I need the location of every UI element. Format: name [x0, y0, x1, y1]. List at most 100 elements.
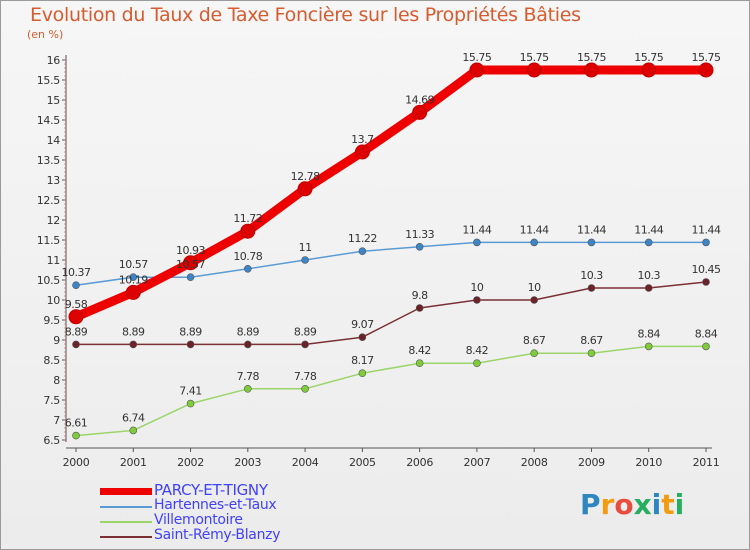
data-point — [68, 309, 84, 325]
y-tick-label: 12 — [47, 214, 60, 227]
data-label: 11.44 — [634, 223, 663, 236]
y-tick-label: 13.5 — [37, 154, 61, 167]
logo-letter: r — [600, 488, 615, 521]
data-point — [186, 399, 195, 408]
data-point — [125, 284, 141, 300]
data-label: 8.89 — [294, 325, 317, 338]
legend-swatch — [100, 488, 152, 495]
data-label: 7.41 — [179, 385, 202, 398]
legend-label: Villemontoire — [154, 512, 243, 528]
x-tick-label: 2008 — [521, 456, 548, 469]
y-tick-label: 11.5 — [37, 234, 61, 247]
data-label: 11.44 — [577, 223, 606, 236]
data-label: 8.84 — [637, 327, 660, 340]
data-label: 15.75 — [520, 51, 549, 64]
data-label: 8.89 — [179, 325, 202, 338]
data-point — [644, 342, 653, 351]
data-label: 8.67 — [523, 334, 546, 347]
data-point — [244, 264, 252, 273]
x-tick-label: 2005 — [349, 456, 376, 469]
legend-swatch — [100, 521, 152, 523]
logo-letter: i — [674, 488, 685, 521]
data-label: 15.75 — [634, 51, 663, 64]
data-point — [72, 281, 80, 290]
data-point — [587, 284, 596, 292]
data-point — [473, 296, 481, 304]
y-tick-label: 7.5 — [43, 394, 60, 407]
y-tick-label: 16 — [47, 54, 61, 67]
series-line — [75, 241, 707, 286]
y-tick-label: 9 — [53, 334, 60, 347]
data-point — [412, 104, 428, 120]
y-tick-label: 10.5 — [37, 274, 61, 287]
x-tick-label: 2000 — [63, 456, 90, 469]
data-label: 9.07 — [351, 318, 374, 331]
data-label: 10.93 — [176, 244, 205, 257]
data-point — [526, 62, 542, 78]
data-label: 11 — [299, 241, 312, 254]
data-point — [129, 426, 138, 435]
data-label: 15.75 — [462, 51, 491, 64]
data-label: 9.8 — [412, 289, 428, 302]
data-point — [415, 359, 424, 368]
data-point — [530, 238, 538, 247]
y-tick-label: 14 — [47, 134, 61, 147]
data-point — [129, 273, 138, 282]
y-tick-label: 13 — [47, 174, 61, 187]
logo-letter: P — [580, 488, 601, 521]
data-label: 10 — [528, 281, 541, 294]
data-label: 10.45 — [692, 263, 721, 276]
x-tick-label: 2004 — [292, 456, 319, 469]
data-point — [583, 62, 599, 78]
data-label: 10 — [470, 281, 483, 294]
data-point — [641, 62, 657, 78]
y-tick-label: 15.5 — [37, 74, 61, 87]
data-label: 10.37 — [62, 266, 91, 279]
legend-swatch — [100, 506, 152, 508]
series-line — [75, 281, 707, 346]
legend: PARCY-ET-TIGNY Hartennes-et-Taux Villemo… — [100, 481, 360, 544]
proxiti-logo: Proxiti — [580, 488, 684, 521]
legend-item-hartennes: Hartennes-et-Taux — [100, 497, 360, 514]
data-point — [358, 369, 367, 378]
y-tick-label: 11 — [47, 254, 60, 267]
unit-label: (en %) — [27, 28, 64, 41]
data-label: 12.78 — [291, 170, 320, 183]
data-point — [244, 340, 252, 349]
x-tick-label: 2007 — [464, 456, 491, 469]
y-tick-label: 6.5 — [43, 434, 60, 447]
logo-letter: i — [651, 488, 662, 521]
data-label: 8.42 — [466, 344, 489, 357]
data-point — [186, 340, 195, 349]
logo-letter: x — [633, 488, 652, 521]
data-point — [644, 284, 653, 292]
data-point — [186, 273, 195, 282]
data-label: 14.69 — [405, 93, 434, 106]
data-point — [183, 255, 199, 271]
data-point — [358, 333, 367, 342]
data-label: 8.89 — [237, 325, 260, 338]
data-point — [297, 181, 313, 197]
data-label: 10.3 — [637, 269, 660, 282]
data-point — [301, 340, 309, 349]
data-label: 10.3 — [580, 269, 603, 282]
x-tick-label: 2009 — [578, 456, 605, 469]
y-tick-label: 14.5 — [37, 114, 61, 127]
data-label: 8.67 — [580, 334, 603, 347]
legend-label: PARCY-ET-TIGNY — [154, 481, 268, 499]
data-label: 13.7 — [351, 133, 374, 146]
y-tick-label: 8 — [53, 374, 60, 387]
data-point — [530, 349, 538, 358]
data-point — [702, 278, 710, 286]
series-line — [71, 65, 711, 322]
data-point — [240, 223, 256, 239]
legend-item-saint-remy: Saint-Rémy-Blanzy — [100, 527, 360, 544]
data-point — [587, 349, 596, 358]
data-label: 8.42 — [408, 344, 431, 357]
legend-item-parcy: PARCY-ET-TIGNY — [100, 481, 360, 499]
data-label: 11.33 — [405, 228, 434, 241]
data-point — [301, 256, 309, 264]
data-label: 10.19 — [119, 273, 148, 286]
data-label: 11.72 — [233, 212, 262, 225]
data-label: 8.17 — [351, 354, 374, 367]
